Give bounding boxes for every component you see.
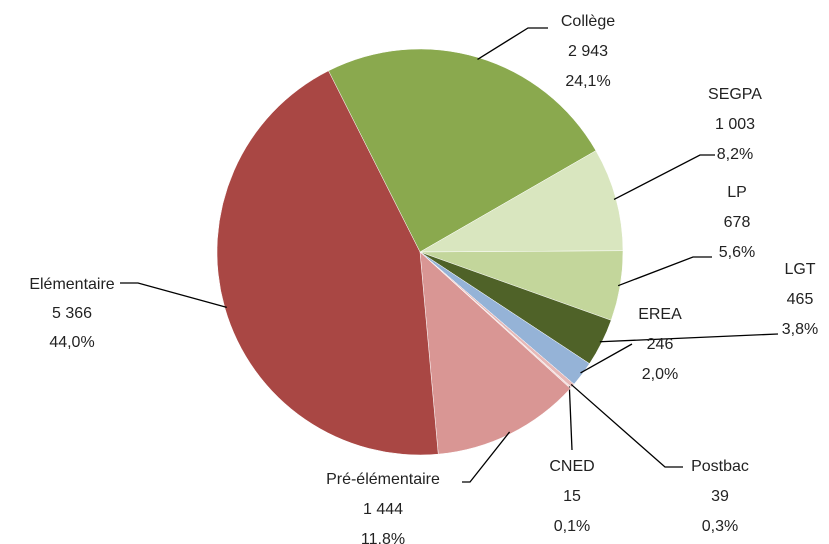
value-label: 15 bbox=[563, 488, 581, 505]
value-label: 678 bbox=[724, 214, 751, 231]
slice-label: EREA bbox=[638, 306, 682, 323]
value-label: 465 bbox=[787, 291, 814, 308]
slice-label: Collège bbox=[561, 13, 615, 30]
pie-slice bbox=[328, 48, 597, 253]
slice-label: Postbac bbox=[691, 458, 749, 475]
leader-line bbox=[613, 154, 715, 201]
leader-line bbox=[617, 256, 712, 287]
slice-label: LP bbox=[727, 184, 747, 201]
slice-label: Elémentaire bbox=[29, 276, 114, 293]
percent-label: 0,1% bbox=[554, 518, 590, 535]
value-label: 39 bbox=[711, 488, 729, 505]
percent-label: 5,6% bbox=[719, 244, 755, 261]
pie-slice bbox=[419, 251, 571, 455]
percent-label: 2,0% bbox=[642, 366, 678, 383]
leader-line bbox=[477, 27, 548, 60]
leader-line bbox=[568, 386, 573, 451]
value-label: 2 943 bbox=[568, 43, 608, 60]
percent-label: 24,1% bbox=[565, 73, 610, 90]
value-label: 1 444 bbox=[363, 501, 403, 518]
percent-label: 44,0% bbox=[49, 334, 94, 351]
leader-line bbox=[462, 431, 511, 483]
percent-label: 3,8% bbox=[782, 321, 818, 338]
pie-slice bbox=[216, 70, 439, 456]
leader-line bbox=[580, 343, 633, 374]
value-label: 1 003 bbox=[715, 116, 755, 133]
value-label: 5 366 bbox=[52, 305, 92, 322]
slice-label: CNED bbox=[549, 458, 594, 475]
leader-line bbox=[599, 333, 779, 343]
leader-line bbox=[570, 383, 683, 468]
slice-label: SEGPA bbox=[708, 86, 762, 103]
percent-label: 8,2% bbox=[717, 146, 753, 163]
slice-label: LGT bbox=[784, 261, 815, 278]
leader-line bbox=[120, 282, 227, 308]
percent-label: 0,3% bbox=[702, 518, 738, 535]
value-label: 246 bbox=[647, 336, 674, 353]
percent-label: 11,8% bbox=[361, 531, 405, 544]
slice-label: Pré-élémentaire bbox=[326, 471, 440, 488]
